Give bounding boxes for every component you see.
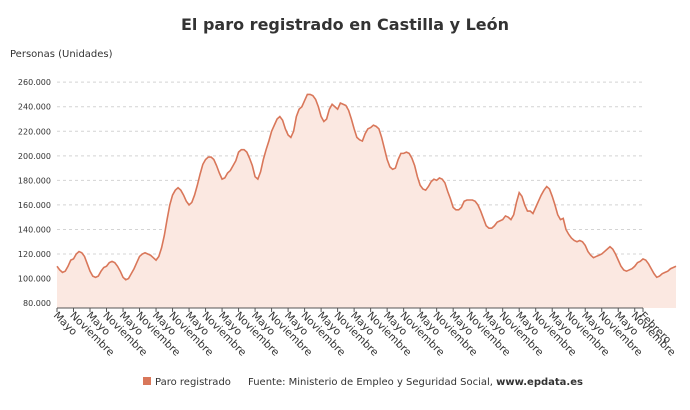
chart-title: El paro registrado en Castilla y León <box>181 15 509 34</box>
y-tick-label: 140.000 <box>18 225 51 234</box>
area <box>57 94 677 308</box>
source-text: Fuente: Ministerio de Empleo y Seguridad… <box>248 377 493 388</box>
y-tick-label: 220.000 <box>18 127 51 136</box>
y-tick-label: 160.000 <box>18 201 51 210</box>
y-tick-label: 240.000 <box>18 103 51 112</box>
y-axis-label: Personas (Unidades) <box>10 49 113 60</box>
y-tick-label: 180.000 <box>18 176 51 185</box>
y-tick-label: 200.000 <box>18 152 51 161</box>
y-tick-label: 80.000 <box>23 299 51 308</box>
legend-swatch <box>143 377 151 385</box>
source: Fuente: Ministerio de Empleo y Seguridad… <box>248 377 583 388</box>
line <box>56 93 677 281</box>
y-tick-label: 120.000 <box>18 250 51 259</box>
source-url: www.epdata.es <box>496 377 583 388</box>
y-tick-label: 100.000 <box>18 275 51 284</box>
legend-label: Paro registrado <box>155 377 231 388</box>
y-tick-label: 260.000 <box>18 78 51 87</box>
